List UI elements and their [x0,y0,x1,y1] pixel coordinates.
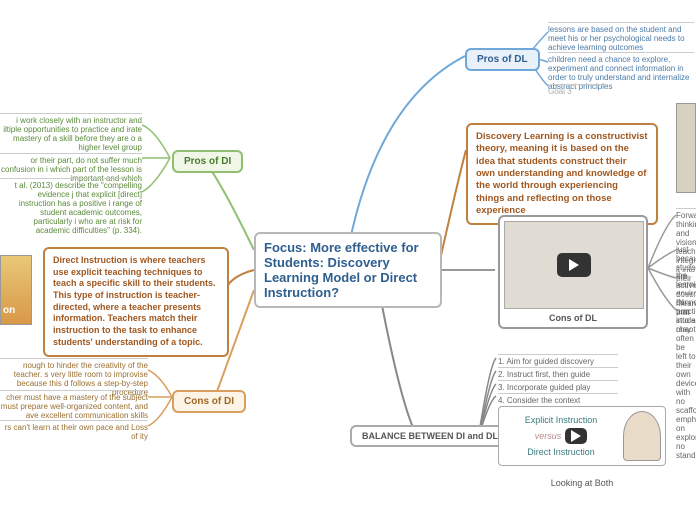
center-title: Focus: More effective for Students: Disc… [264,240,419,300]
pros-di-label: Pros of DI [184,156,231,167]
play-icon [565,428,587,444]
pros-dl-item: Goal 3 [548,84,608,96]
cons-dl-item: IN practice, students may often be left … [676,295,696,460]
cons-di-item: rs can't learn at their own pace and Los… [0,420,148,441]
di-def-text: Direct Instruction is where teachers use… [53,255,216,347]
pros-dl-node[interactable]: Pros of DL [465,48,540,71]
balance-step: 1. Aim for guided discovery [498,354,618,366]
center-node[interactable]: Focus: More effective for Students: Disc… [254,232,442,308]
balance-label: BALANCE BETWEEN DI and DL [362,431,498,441]
dl-def-text: Discovery Learning is a constructivist t… [476,131,648,216]
pros-di-node[interactable]: Pros of DI [172,150,243,173]
balance-step: 2. Instruct first, then guide [498,367,618,379]
balance-video-t1: Explicit Instruction [503,415,619,425]
di-image: on [0,255,32,325]
pros-di-item: i work closely with an instructor and il… [0,113,142,152]
pros-dl-item: lessons are based on the student and mee… [548,22,694,52]
play-icon [557,253,591,277]
balance-video-thumb [623,411,661,461]
balance-video-t3: Direct Instruction [503,447,619,457]
cons-di-item: cher must have a mastery of the subject … [0,390,148,420]
cons-dl-video[interactable] [504,221,644,309]
balance-video-card[interactable]: Explicit Instruction versus Direct Instr… [498,406,666,466]
dl-def-node[interactable]: Discovery Learning is a constructivist t… [466,123,658,225]
balance-node[interactable]: BALANCE BETWEEN DI and DL [350,425,510,447]
cons-dl-caption: Cons of DL [504,313,642,323]
balance-video-t2: versus [535,431,562,441]
di-def-node[interactable]: Direct Instruction is where teachers use… [43,247,229,357]
cons-di-label: Cons of DI [184,396,234,407]
balance-step: 3. Incorporate guided play [498,380,618,392]
pros-dl-label: Pros of DL [477,54,528,65]
dl-image [676,103,696,193]
cons-dl-node[interactable]: Cons of DL [498,215,648,329]
balance-step: 4. Consider the context [498,393,618,405]
cons-di-node[interactable]: Cons of DI [172,390,246,413]
balance-video-caption: Looking at Both [498,478,666,488]
pros-di-item: t al. (2013) describe the "compelling ev… [0,178,142,235]
